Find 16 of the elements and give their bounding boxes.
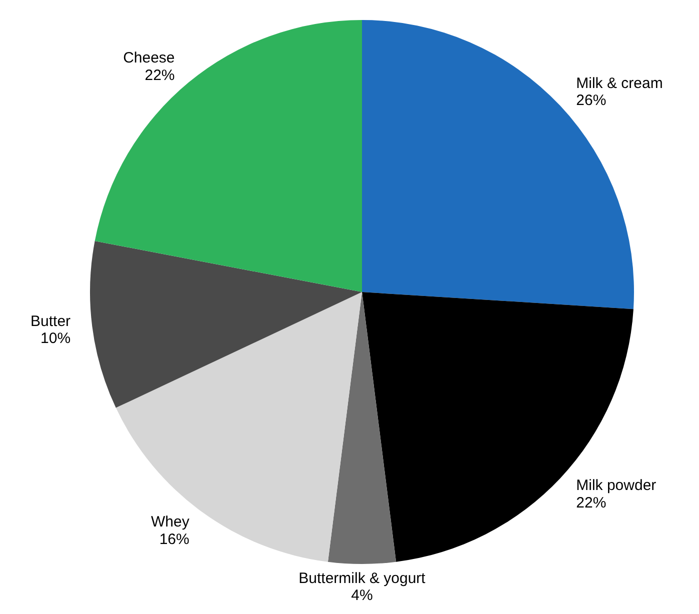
slice-label: Buttermilk & yogurt (298, 570, 426, 587)
data-label: 4% (351, 587, 373, 604)
slice-label: Whey (150, 514, 190, 531)
data-label: 16% (159, 530, 190, 548)
pie-slice (116, 292, 362, 562)
slice-label: Butter (30, 312, 71, 330)
slice-label: Milk & cream (576, 74, 663, 92)
data-label: 26% (576, 92, 606, 110)
data-label: 10% (40, 330, 71, 348)
pie-slice (90, 241, 362, 408)
slice-label: Milk powder (576, 477, 656, 494)
pie-slice (94, 20, 362, 292)
data-label: 22% (144, 66, 175, 84)
pie-slice (328, 292, 396, 564)
slice-label: Cheese (123, 50, 175, 67)
data-label: 22% (576, 494, 606, 512)
